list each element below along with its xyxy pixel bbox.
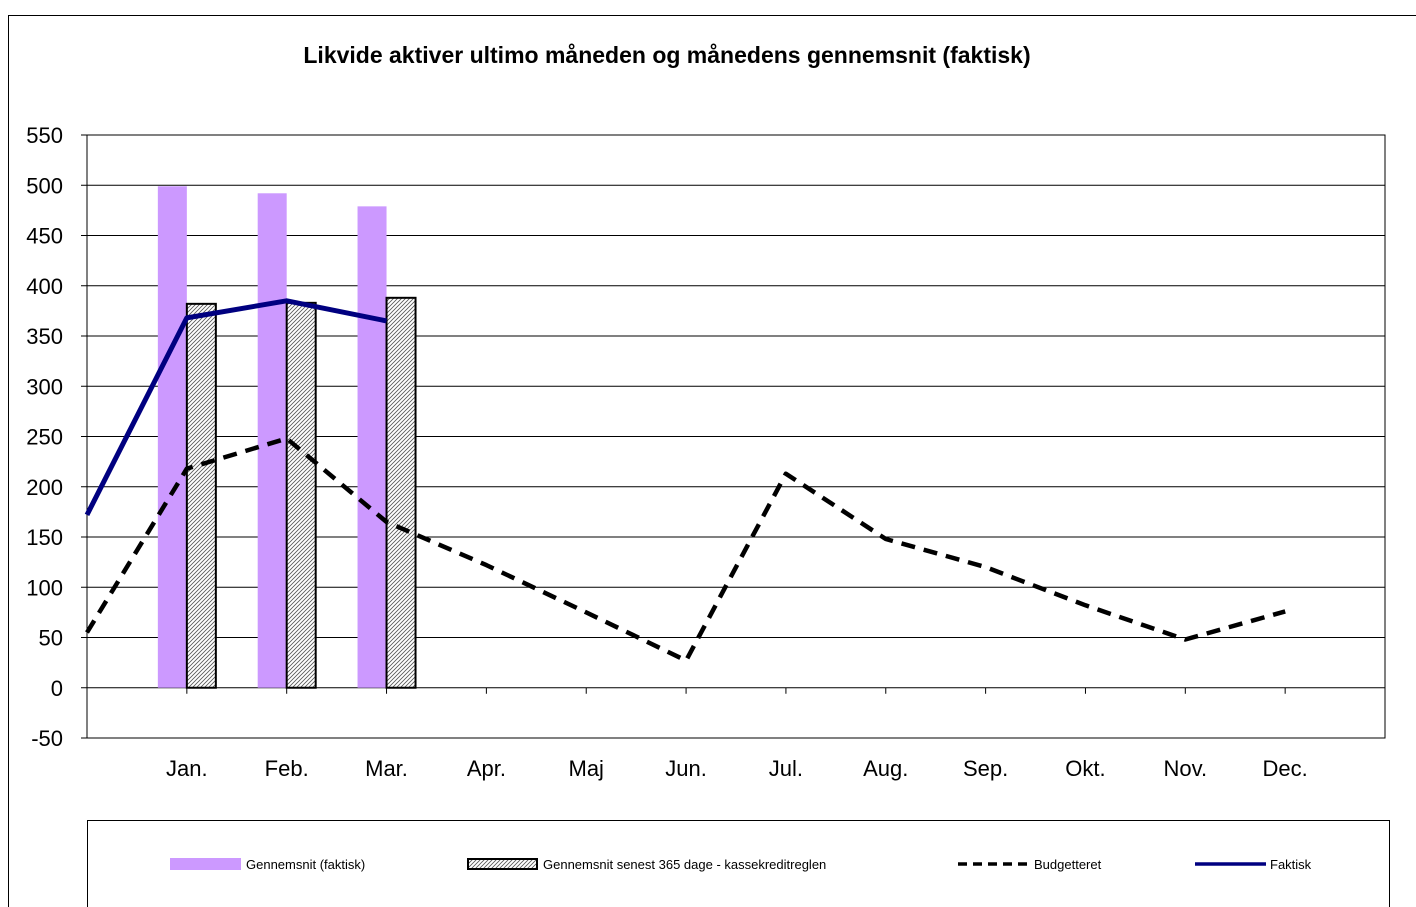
x-tick-label: Jun. (665, 756, 707, 781)
legend-label-gennemsnit-faktisk: Gennemsnit (faktisk) (246, 857, 365, 872)
bar-gennemsnit-faktisk (257, 193, 287, 688)
y-tick-label: 450 (26, 224, 63, 249)
x-tick-label: Okt. (1065, 756, 1105, 781)
bar-gennemsnit-365 (385, 296, 417, 689)
legend-box (87, 820, 1390, 907)
x-tick-label: Jan. (166, 756, 208, 781)
legend-swatch-gennemsnit-365 (467, 858, 538, 870)
y-tick-label: 50 (39, 626, 63, 651)
bar-gennemsnit-365 (285, 301, 317, 689)
y-tick-label: 100 (26, 575, 63, 600)
y-tick-label: 0 (51, 676, 63, 701)
line-budgetteret (85, 436, 1286, 663)
bar-gennemsnit-365 (185, 302, 217, 689)
chart-title: Likvide aktiver ultimo måneden og månede… (303, 42, 1030, 68)
y-tick-label: 400 (26, 274, 63, 299)
legend-label-faktisk: Faktisk (1270, 857, 1312, 872)
bar-gennemsnit-faktisk (157, 186, 187, 688)
bar-gennemsnit-faktisk (357, 206, 387, 688)
x-tick-label: Sep. (963, 756, 1008, 781)
y-tick-label: -50 (31, 726, 63, 751)
x-tick-label: Jul. (769, 756, 803, 781)
x-tick-label: Dec. (1263, 756, 1308, 781)
x-tick-label: Maj (569, 756, 604, 781)
x-tick-label: Mar. (365, 756, 408, 781)
line-faktisk (84, 298, 387, 517)
y-tick-label: 500 (26, 173, 63, 198)
legend-label-gennemsnit-365: Gennemsnit senest 365 dage - kassekredit… (543, 857, 826, 872)
y-tick-label: 300 (26, 374, 63, 399)
y-tick-label: 550 (26, 123, 63, 148)
x-tick-label: Apr. (467, 756, 506, 781)
y-tick-label: 150 (26, 525, 63, 550)
x-tick-label: Feb. (265, 756, 309, 781)
legend-swatch-gennemsnit-faktisk (170, 858, 241, 870)
x-tick-label: Nov. (1164, 756, 1208, 781)
y-tick-label: 250 (26, 425, 63, 450)
y-tick-label: 200 (26, 475, 63, 500)
legend-label-budgetteret: Budgetteret (1034, 857, 1102, 872)
y-tick-label: 350 (26, 324, 63, 349)
x-tick-label: Aug. (863, 756, 908, 781)
